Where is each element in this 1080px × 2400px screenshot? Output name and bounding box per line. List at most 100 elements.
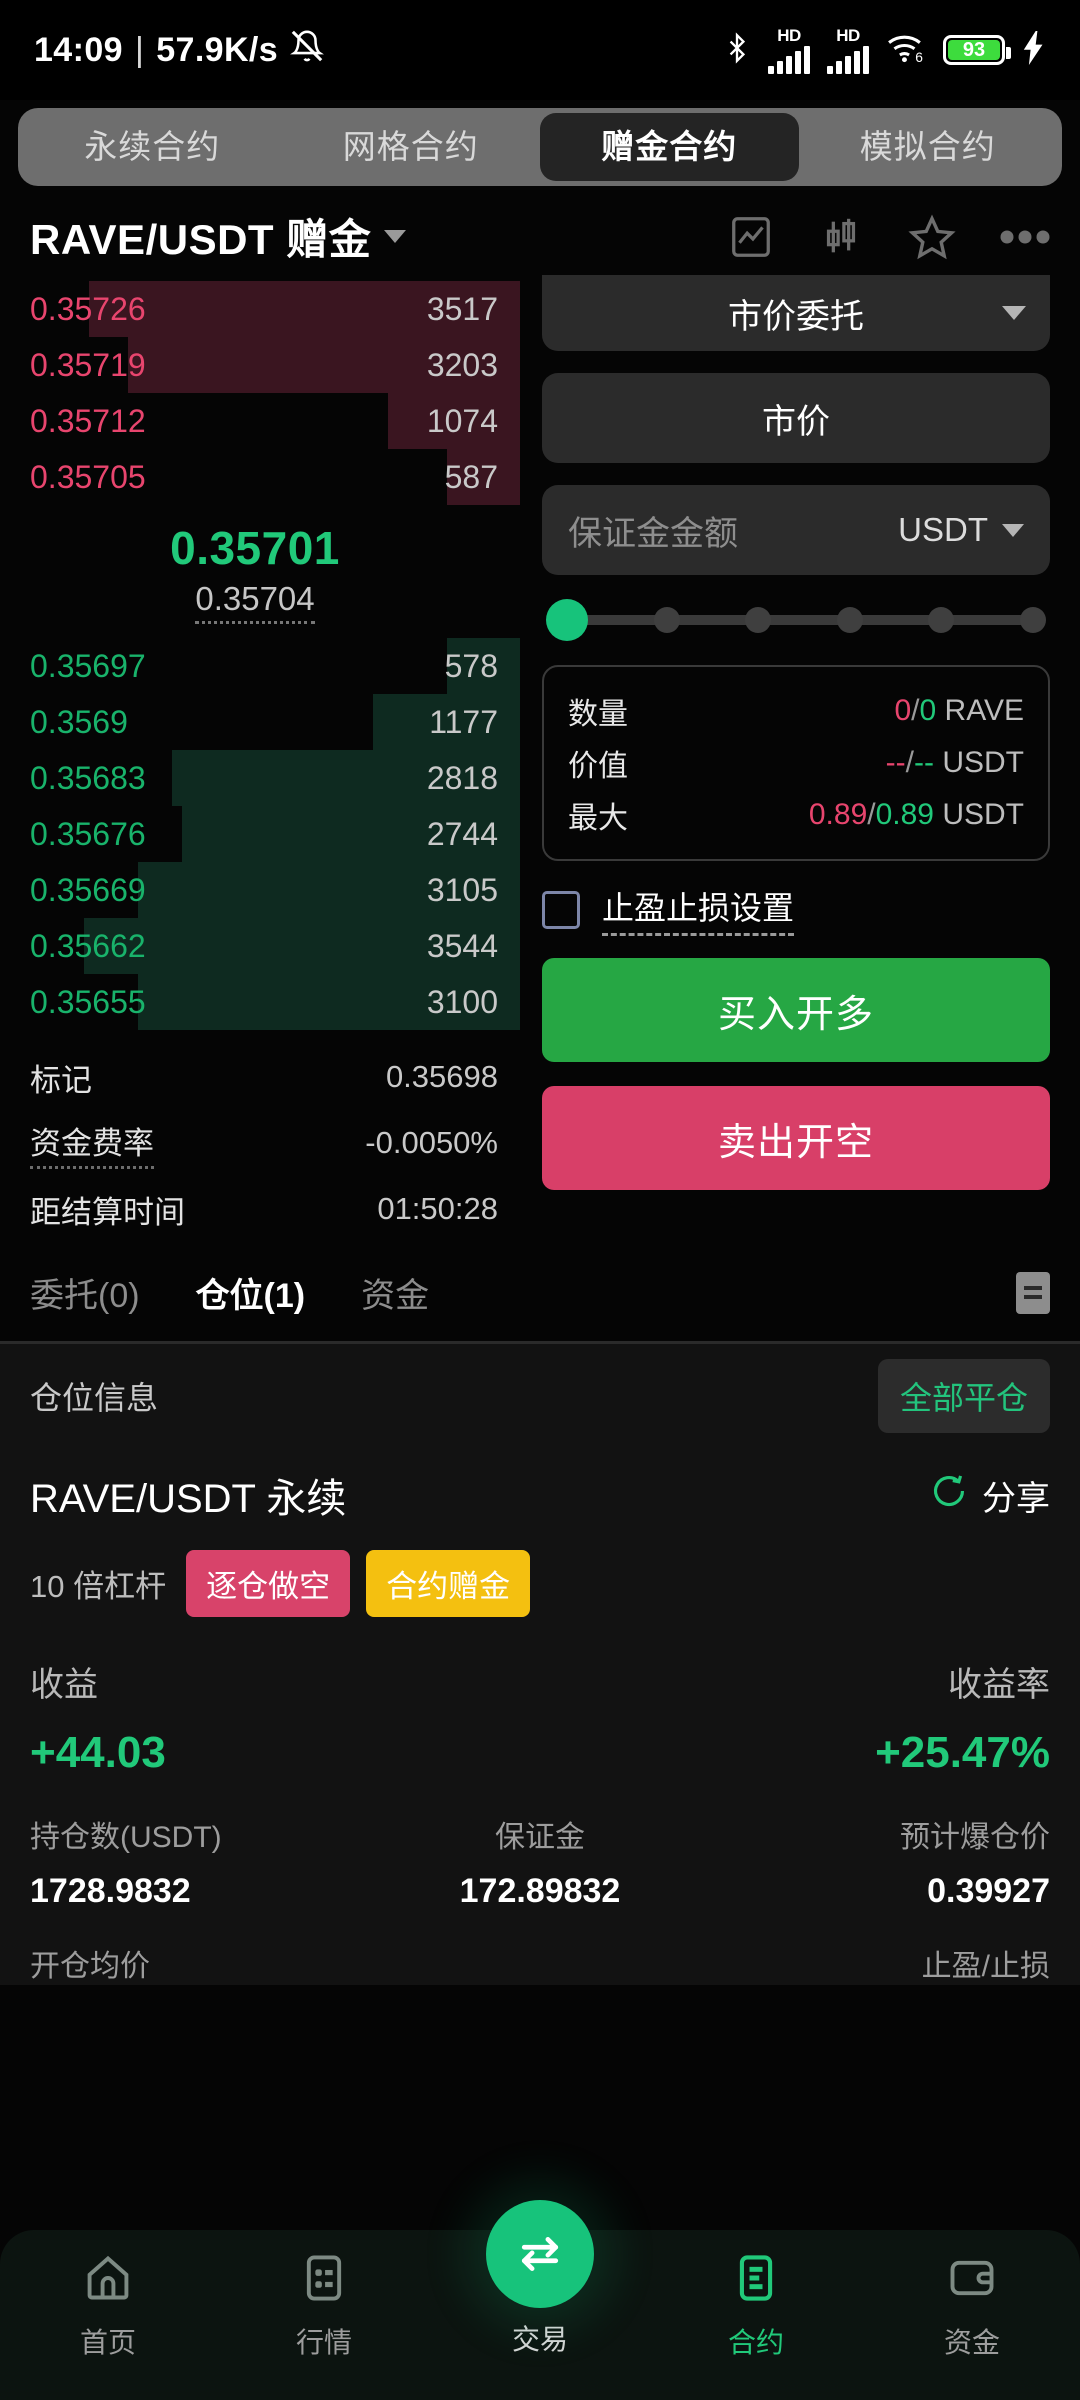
currency-select[interactable]: USDT <box>898 511 1024 549</box>
wifi-icon: 6 <box>886 32 926 69</box>
slider-step[interactable] <box>745 607 772 633</box>
stat-label: 持仓数(USDT) <box>30 1821 222 1854</box>
tpsl-checkbox[interactable] <box>542 890 580 929</box>
order-book-bid-row[interactable]: 0.35662 3544 <box>30 918 520 974</box>
mark-price-inline[interactable]: 0.35704 <box>195 580 315 624</box>
order-book-bid-row[interactable]: 0.35669 3105 <box>30 862 520 918</box>
order-book-bid-row[interactable]: 0.35676 2744 <box>30 806 520 862</box>
tab-assets[interactable]: 资金 <box>361 1277 430 1315</box>
info-label-mark: 标记 <box>30 1062 92 1098</box>
contract-type-tabs[interactable]: 永续合约 网格合约 赠金合约 模拟合约 <box>18 108 1062 186</box>
more-dots-icon[interactable] <box>1000 229 1050 245</box>
close-all-button[interactable]: 全部平仓 <box>877 1359 1050 1433</box>
slider-knob[interactable] <box>546 599 588 641</box>
summary-value-long: -- <box>914 746 934 779</box>
order-book-bid-row[interactable]: 0.35655 3100 <box>30 974 520 1030</box>
tab-orders[interactable]: 委托(0) <box>30 1277 140 1315</box>
nav-item-contract[interactable]: 合约 <box>648 2252 864 2361</box>
position-pair-row: RAVE/USDT 永续 分享 <box>30 1448 1050 1524</box>
order-book-ask-row[interactable]: 0.35726 3517 <box>30 281 520 337</box>
slider-step[interactable] <box>836 607 863 633</box>
stat-value: 172.89832 <box>459 1872 621 1910</box>
pnl-labels-row: 收益 收益率 <box>30 1627 1050 1706</box>
contract-icon <box>730 2252 782 2309</box>
summary-label-value: 价值 <box>568 750 628 783</box>
info-value-mark: 0.35698 <box>385 1059 498 1094</box>
nav-label-contract: 合约 <box>727 2327 784 2358</box>
tab-perpetual[interactable]: 永续合约 <box>84 128 221 165</box>
order-book-ask-row[interactable]: 0.35705 587 <box>30 449 520 505</box>
order-book-ask-row[interactable]: 0.35719 3203 <box>30 337 520 393</box>
margin-amount-input[interactable]: 保证金金额 USDT <box>542 485 1050 575</box>
bid-qty: 3105 <box>426 871 498 908</box>
slider-step[interactable] <box>928 607 955 633</box>
info-value-funding-rate: -0.0050% <box>365 1125 498 1160</box>
summary-row-quantity: 数量 0/0 RAVE <box>568 685 1024 737</box>
stat-value: 1728.9832 <box>30 1872 191 1910</box>
slider-step[interactable] <box>653 607 680 633</box>
price-input[interactable]: 市价 <box>542 373 1050 463</box>
position-pair-name: RAVE/USDT 永续 <box>30 1477 347 1521</box>
chevron-down-icon[interactable] <box>384 230 407 243</box>
bid-price: 0.35655 <box>30 983 146 1020</box>
buy-long-button[interactable]: 买入开多 <box>542 958 1050 1062</box>
battery-percent: 93 <box>962 38 986 61</box>
list-view-icon[interactable] <box>1016 1271 1050 1314</box>
position-panel: 仓位信息 全部平仓 RAVE/USDT 永续 分享 10 倍杠杆 逐仓做空 合约… <box>0 1344 1080 1985</box>
bid-qty: 2818 <box>426 759 498 796</box>
pnl-rate-value: +25.47% <box>875 1728 1050 1777</box>
candlestick-chart-icon[interactable] <box>818 214 864 260</box>
order-type-select[interactable]: 市价委托 <box>542 275 1050 351</box>
bell-muted-icon <box>290 29 325 72</box>
currency-value: USDT <box>898 511 988 548</box>
info-row-settlement-countdown: 距结算时间 01:50:28 <box>30 1176 498 1242</box>
nav-item-home[interactable]: 首页 <box>0 2252 216 2361</box>
tpsl-label[interactable]: 止盈止损设置 <box>602 883 795 936</box>
slider-step[interactable] <box>1019 607 1046 633</box>
order-book-bid-row[interactable]: 0.35683 2818 <box>30 750 520 806</box>
slider-track <box>564 615 1038 625</box>
signal-hd-label-2: HD <box>836 25 860 45</box>
sell-short-button[interactable]: 卖出开空 <box>542 1086 1050 1190</box>
tab-positions[interactable]: 仓位(1) <box>195 1277 306 1315</box>
tpsl-row[interactable]: 止盈止损设置 <box>542 883 1050 936</box>
star-icon[interactable] <box>908 213 956 261</box>
nav-label-assets: 资金 <box>943 2327 1000 2358</box>
summary-max-short: 0.89 <box>808 798 868 831</box>
order-book-bid-row[interactable]: 0.3569 1177 <box>30 694 520 750</box>
share-button[interactable]: 分享 <box>930 1471 1050 1520</box>
tab-demo[interactable]: 模拟合约 <box>859 128 996 165</box>
stat-margin: 保证金 172.89832 <box>370 1812 710 1911</box>
order-form: 市价委托 市价 保证金金额 USDT <box>520 275 1080 1242</box>
stat-position-size: 持仓数(USDT) 1728.9832 <box>30 1812 370 1911</box>
summary-quantity-short: 0 <box>894 694 912 727</box>
nav-item-assets[interactable]: 资金 <box>864 2252 1080 2361</box>
stat-value: 0.39927 <box>927 1872 1050 1910</box>
pnl-label: 收益 <box>30 1666 98 1704</box>
tab-bonus[interactable]: 赠金合约 <box>540 113 799 181</box>
ask-qty: 3203 <box>426 346 498 383</box>
order-book-bid-row[interactable]: 0.35697 578 <box>30 638 520 694</box>
stat-liquidation-price: 预计爆仓价 0.39927 <box>710 1812 1050 1911</box>
summary-max-long: 0.89 <box>875 798 934 831</box>
bid-qty: 3544 <box>426 927 498 964</box>
status-time: 14:09 <box>34 30 123 69</box>
info-row-mark: 标记 0.35698 <box>30 1044 498 1110</box>
amount-slider[interactable] <box>546 597 1046 643</box>
bid-qty: 3100 <box>426 983 498 1020</box>
summary-value-unit: USDT <box>942 746 1024 779</box>
order-book-ask-row[interactable]: 0.35712 1074 <box>30 393 520 449</box>
line-chart-icon[interactable] <box>728 214 774 260</box>
tab-grid[interactable]: 网格合约 <box>342 128 479 165</box>
nav-item-market[interactable]: 行情 <box>216 2252 432 2361</box>
info-row-funding-rate[interactable]: 资金费率 -0.0050% <box>30 1110 498 1176</box>
page-title[interactable]: RAVE/USDT 赠金 <box>30 216 372 263</box>
nav-item-trade[interactable]: 交易 <box>432 2200 648 2358</box>
bid-price: 0.35662 <box>30 927 146 964</box>
badge-bonus: 合约赠金 <box>366 1550 531 1617</box>
pair-header-actions <box>728 213 1050 261</box>
status-bar-left: 14:09 | 57.9K/s <box>34 29 325 72</box>
swap-icon[interactable] <box>486 2200 594 2308</box>
ask-qty: 587 <box>444 458 498 495</box>
